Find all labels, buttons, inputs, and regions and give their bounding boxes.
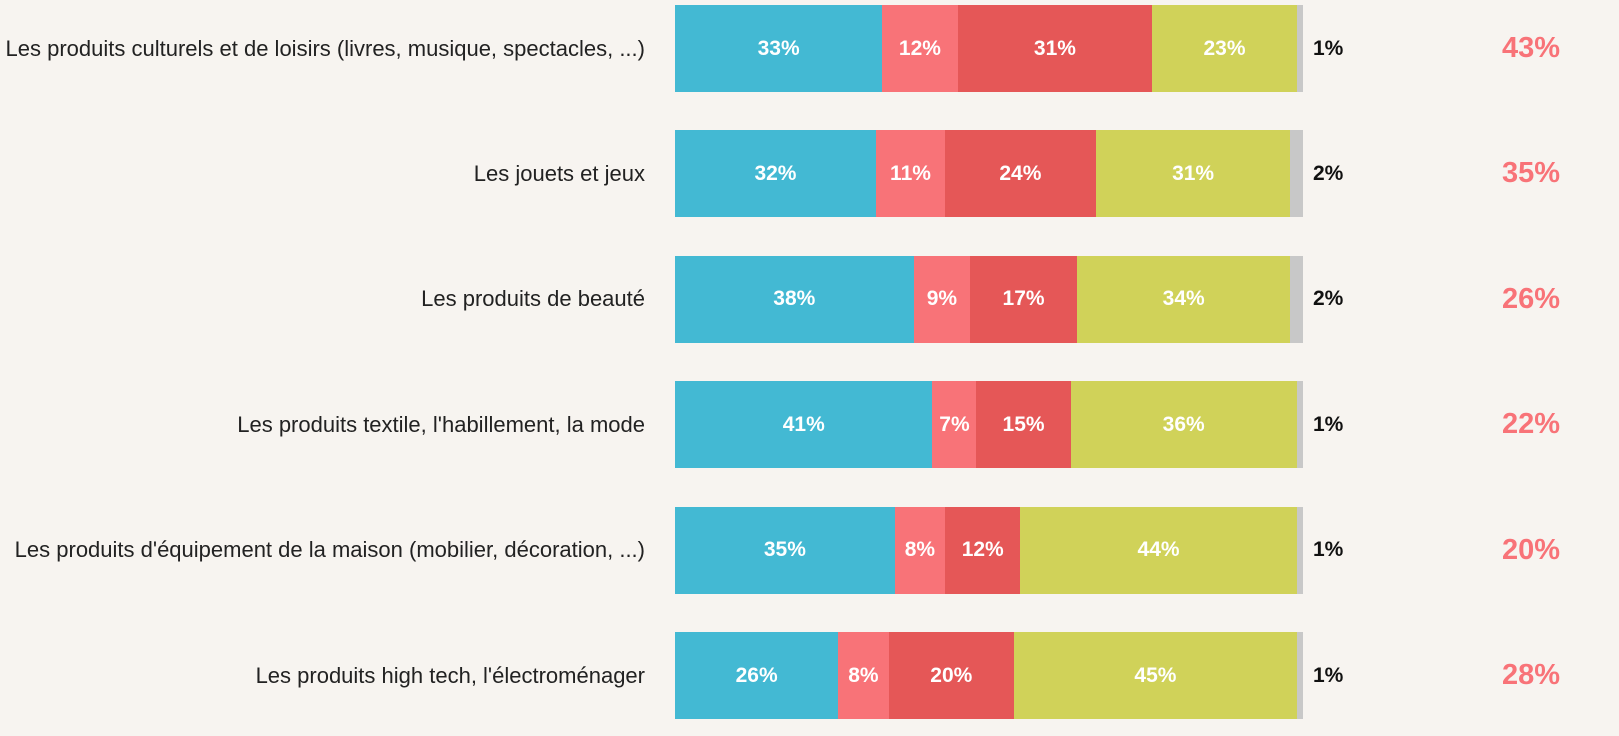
category-label: Les produits culturels et de loisirs (li…: [5, 35, 645, 61]
category-label: Les produits textile, l'habillement, la …: [237, 411, 645, 437]
bar-segment: [1296, 5, 1303, 92]
data-label: 1%: [1313, 538, 1344, 562]
bar-segment: 36%: [1070, 381, 1297, 469]
total-label: 20%: [1501, 533, 1560, 566]
data-label: 2%: [1313, 287, 1344, 311]
total-label: 22%: [1501, 408, 1560, 441]
bar-segment: 45%: [1014, 632, 1297, 719]
bar-segment: 44%: [1020, 506, 1297, 594]
bar-segment: 31%: [1095, 130, 1291, 218]
total-label: 26%: [1501, 282, 1560, 315]
total-label: 28%: [1501, 659, 1560, 691]
bar-segment: 17%: [970, 255, 1077, 343]
category-label: Les jouets et jeux: [473, 160, 645, 186]
category-label: Les produits de beauté: [421, 286, 645, 312]
bar-segment: 23%: [1152, 5, 1297, 92]
bar-segment: [1296, 381, 1303, 469]
bar-segment: 35%: [675, 506, 895, 594]
bar-segment: [1296, 506, 1303, 594]
bar-segment: 8%: [838, 632, 889, 719]
category-label: Les produits high tech, l'électroménager: [255, 662, 645, 688]
bar-segment: [1296, 632, 1303, 719]
bar-segment: 9%: [913, 255, 971, 343]
bar-segment: 12%: [882, 5, 958, 92]
bar-segment: [1290, 130, 1303, 218]
bar-segment: 24%: [945, 130, 1096, 218]
bar-segment: 33%: [675, 5, 883, 92]
bar-segment: 20%: [888, 632, 1015, 719]
bar-segment: 11%: [875, 130, 946, 218]
bar-segment: 38%: [675, 255, 914, 343]
data-label: 1%: [1313, 36, 1344, 60]
bar-segment: 34%: [1076, 255, 1291, 343]
category-label: Les produits d'équipement de la maison (…: [14, 537, 645, 563]
bar-segment: 7%: [932, 381, 977, 469]
total-label: 35%: [1501, 157, 1560, 190]
bar-segment: 8%: [894, 506, 946, 594]
data-label: 2%: [1313, 161, 1344, 185]
bar-segment: 12%: [945, 506, 1021, 594]
bar-segment: 15%: [976, 381, 1071, 469]
bar-segment: [1290, 255, 1303, 343]
bar-segment: 32%: [675, 130, 876, 218]
data-label: 1%: [1313, 412, 1344, 436]
bar-segment: 41%: [675, 381, 933, 469]
data-label: 1%: [1313, 663, 1344, 687]
total-label: 43%: [1501, 32, 1560, 64]
bar-segment: 26%: [675, 632, 839, 719]
bar-segment: 31%: [957, 5, 1153, 92]
